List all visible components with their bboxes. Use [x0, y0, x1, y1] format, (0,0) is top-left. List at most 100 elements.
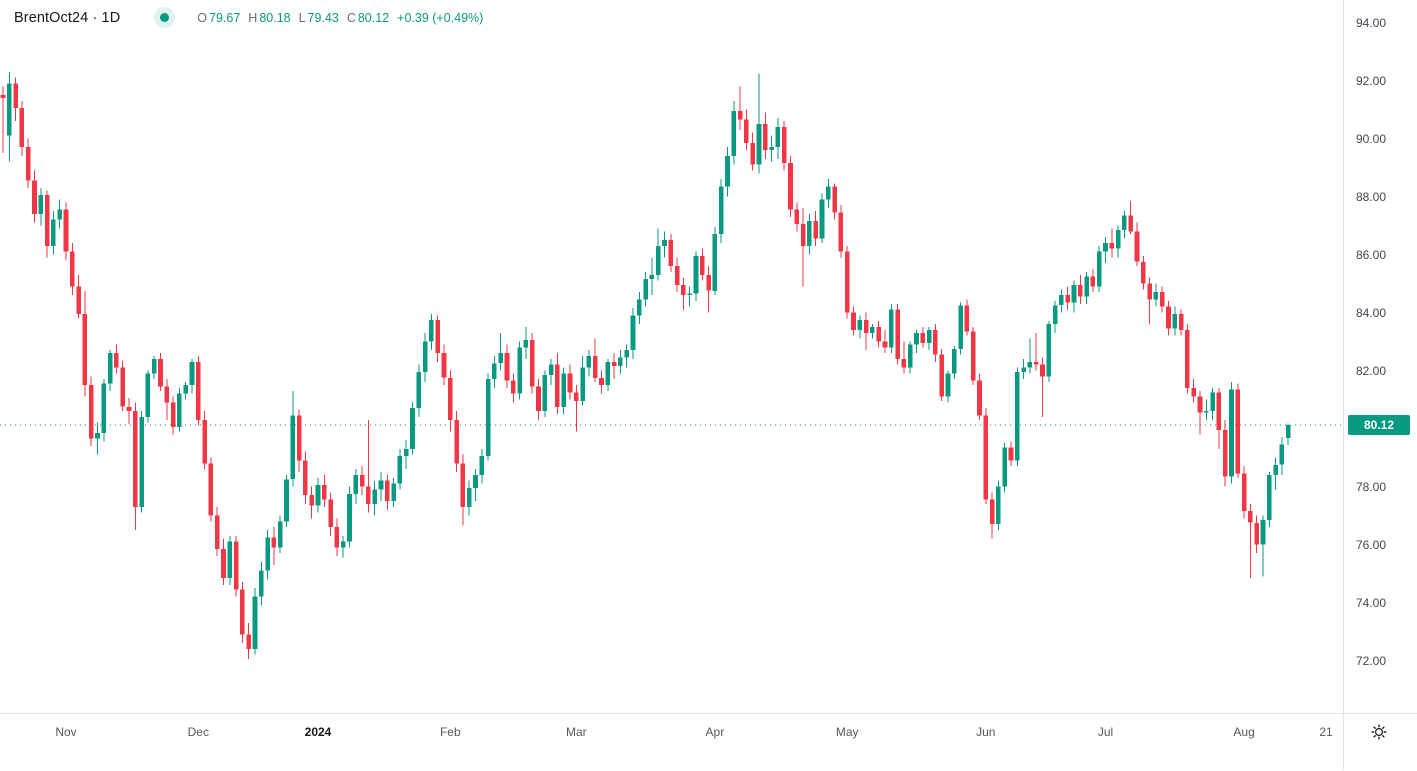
symbol-title[interactable]: BrentOct24 · 1D: [14, 9, 121, 26]
candle-body: [807, 221, 812, 246]
candle-body: [882, 341, 888, 348]
candle-body: [618, 357, 623, 367]
candle-body: [51, 219, 56, 246]
candle-body: [1122, 215, 1127, 230]
time-axis-label: Aug: [1233, 725, 1255, 739]
candle-body: [259, 570, 264, 597]
candle-body: [214, 515, 220, 549]
candle-body: [19, 108, 25, 148]
candle-body: [1141, 261, 1146, 284]
open-label: O: [197, 10, 207, 25]
candle-body: [441, 353, 447, 378]
candle-body: [983, 415, 989, 500]
candle-body: [1147, 283, 1152, 300]
candlestick-plot-area[interactable]: [0, 0, 1343, 713]
candle-body: [1071, 284, 1077, 303]
price-axis-label: 88.00: [1356, 189, 1387, 204]
candle-body: [945, 373, 951, 397]
candle-body: [25, 147, 31, 181]
candle-body: [107, 353, 113, 384]
ohlc-values-row: O 79.67 H 80.18 L 79.43 C 80.12 +0.39 (+…: [197, 11, 483, 25]
time-axis-label: Apr: [705, 725, 725, 739]
candle-body: [1096, 251, 1102, 287]
candle-body: [410, 408, 415, 449]
candle-body: [95, 432, 100, 439]
candle-body: [826, 186, 831, 200]
candle-body: [1078, 284, 1083, 297]
time-axis-label: May: [835, 725, 859, 739]
candle-body: [939, 354, 944, 397]
axis-settings-button[interactable]: [1368, 721, 1390, 743]
price-axis[interactable]: 80.12 94.00 92.00 90.00 88.00 86.00 84.00 82.0…: [1343, 0, 1417, 713]
candle-body: [315, 485, 321, 506]
candle-body: [139, 416, 144, 507]
candle-body: [662, 240, 667, 246]
close-value: 80.12: [357, 10, 390, 25]
candle-body: [700, 255, 705, 275]
candle-body: [1103, 242, 1108, 252]
candle-body: [1153, 292, 1159, 300]
candle-body: [170, 402, 176, 428]
candle-body: [1109, 242, 1115, 249]
candle-body: [189, 361, 195, 385]
candle-body: [1065, 295, 1070, 303]
candle-body: [158, 358, 163, 387]
candle-body: [1273, 464, 1278, 475]
candle-body: [454, 419, 459, 464]
candle-body: [611, 361, 617, 367]
candle-body: [1285, 425, 1291, 439]
candle-body: [221, 548, 226, 578]
candle-body: [674, 266, 680, 285]
market-status-indicator[interactable]: [154, 7, 176, 28]
candle-body: [82, 313, 88, 385]
candle-body: [429, 319, 434, 342]
candle-body: [655, 245, 661, 275]
candle-body: [271, 537, 277, 548]
candle-body: [1084, 276, 1089, 297]
candle-body: [1134, 231, 1140, 262]
candle-body: [1185, 329, 1190, 388]
candle-body: [706, 274, 711, 291]
candle-body: [876, 327, 881, 342]
candle-body: [309, 495, 314, 506]
candle-body: [863, 319, 869, 333]
candle-body: [681, 284, 686, 296]
candle-body: [328, 499, 333, 528]
candle-body: [466, 487, 472, 507]
candle-body: [1159, 292, 1165, 307]
candle-body: [202, 419, 207, 464]
candle-body: [775, 126, 781, 148]
candle-body: [693, 255, 699, 294]
candle-body: [851, 312, 856, 330]
candle-body: [750, 142, 755, 165]
candle-body: [397, 456, 403, 484]
candle-body: [126, 406, 132, 412]
candle-body: [996, 486, 1001, 525]
candle-body: [385, 480, 390, 501]
candle-body: [907, 344, 913, 368]
candle-body: [88, 385, 94, 439]
candle-body: [1216, 392, 1222, 430]
candle-body: [687, 293, 692, 296]
candle-body: [101, 383, 107, 433]
candle-body: [731, 110, 737, 156]
candle-body: [933, 329, 938, 355]
candle-body: [492, 363, 497, 380]
price-axis-label: 86.00: [1356, 247, 1387, 262]
candle-body: [498, 353, 503, 364]
candle-body: [630, 315, 636, 351]
candle-body: [1090, 276, 1096, 287]
candle-body: [391, 483, 396, 501]
candle-body: [1210, 392, 1215, 412]
candle-body: [523, 340, 529, 348]
candle-body: [347, 493, 352, 542]
low-value: 79.43: [307, 10, 339, 25]
candle-body: [1197, 396, 1203, 413]
time-axis[interactable]: Nov Dec 2024 Feb Mar Apr May Jun Jul Aug 21: [0, 713, 1417, 771]
price-axis-label: 90.00: [1356, 131, 1387, 146]
candle-body: [485, 379, 491, 457]
candle-body: [800, 224, 806, 246]
candle-body: [737, 110, 743, 120]
candle-body: [989, 499, 995, 525]
candle-body: [340, 541, 346, 548]
